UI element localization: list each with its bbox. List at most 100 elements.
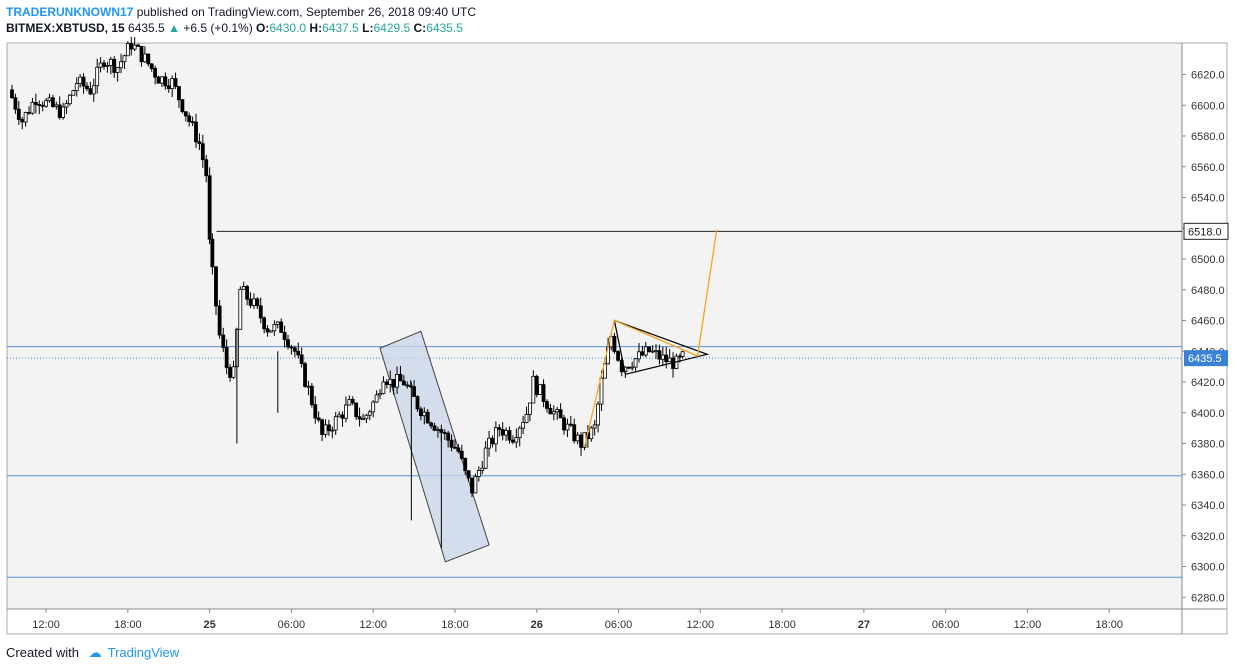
candle-body [156,76,161,84]
candle-body [146,53,151,65]
candle-body [23,112,28,123]
candle-body [333,416,338,431]
y-tick-label: 6420.0 [1191,377,1225,389]
candle-body [347,399,352,406]
candle-body [224,346,229,368]
candle-body [88,88,93,95]
published-text: published on TradingView.com, September … [136,5,477,19]
candle-body [350,399,355,404]
tradingview-brand[interactable]: TradingView [107,645,180,660]
x-tick-label: 18:00 [768,619,796,631]
candle-body [575,434,580,442]
candle-body [449,439,454,448]
candle-body [282,332,287,341]
candle-body [647,346,652,352]
candle-body [650,350,655,353]
candle-body [136,44,140,47]
candle-body [497,427,502,430]
candle-body [183,111,188,117]
y-tick-label: 6320.0 [1191,531,1225,543]
candle-body [163,76,168,87]
candle-body [415,396,420,410]
candle-body [309,385,314,406]
candle-body [173,78,178,87]
candle-body [272,324,277,332]
candle-body [210,238,215,268]
candle-body [374,394,379,403]
candle-body [592,424,597,429]
candle-body [125,43,130,57]
candle-body [364,414,369,420]
up-arrow-icon: ▲ [168,21,180,35]
candle-body [299,354,304,365]
candle-body [252,298,256,306]
high-label: H: [309,21,323,35]
candle-body [81,76,86,87]
low-value: 6429.5 [373,21,411,35]
candle-body [30,101,35,114]
candle-body [255,298,260,307]
candle-body [528,402,532,415]
candle-body [231,366,236,378]
candle-body [476,470,481,477]
x-tick-label: 12:00 [32,619,60,631]
candle-body [371,401,376,413]
x-tick-label: 06:00 [932,619,960,631]
candle-body [643,346,648,356]
candle-body [487,437,491,449]
candle-body [405,384,410,387]
candle-body [640,351,645,356]
y-tick-label: 6380.0 [1191,439,1225,451]
author-name[interactable]: TRADERUNKNOWN17 [6,5,134,19]
candle-body [493,427,498,445]
candle-body [514,437,519,443]
y-tick-label: 6480.0 [1191,285,1225,297]
candle-body [425,411,430,424]
candle-body [466,470,471,479]
y-tick-label: 6340.0 [1191,500,1225,512]
price-chart[interactable]: 6280.0 6300.0 6320.0 6340.0 6360.0 6380.0 6400… [0,0,1235,640]
candle-body [664,354,669,363]
candle-body [412,386,416,397]
y-tick-label: 6620.0 [1191,70,1225,82]
candle-body [78,76,83,84]
y-tick-label: 6560.0 [1191,162,1225,174]
high-value: 6437.5 [322,21,359,35]
candle-body [357,416,362,420]
candle-body [153,68,158,78]
candle-body [436,429,440,431]
y-tick-label: 6540.0 [1191,193,1225,205]
candle-body [258,305,263,319]
projection-path [583,229,718,447]
candle-body [395,373,399,388]
x-tick-label: 06:00 [278,619,306,631]
candle-body [531,375,536,404]
x-tick-label: 06:00 [605,619,633,631]
candle-body [47,97,52,102]
x-tick-label: 18:00 [441,619,469,631]
tradingview-logo-icon: ☁ [88,645,102,660]
candle-body [286,339,290,348]
candle-body [548,407,553,415]
candle-body [545,401,549,409]
candle-body [269,330,273,333]
footer: Created with ☁ TradingView [6,645,179,661]
candle-body [275,321,280,325]
candle-body [95,66,100,87]
open-value: 6430.0 [269,21,307,35]
x-tick-label: 18:00 [114,619,142,631]
candle-body [214,266,218,307]
resistance-price-label: 6518.0 [1188,226,1222,238]
candle-body [657,350,662,360]
candle-body [27,112,31,114]
candle-body [306,385,311,388]
candle-body [504,430,508,436]
candle-body [20,119,25,123]
candle-body [228,367,232,378]
candle-body [459,450,464,459]
candle-body [538,384,543,395]
candle-body [105,65,110,67]
candle-body [33,101,38,105]
last-price-label: 6435.5 [1188,353,1222,365]
candle-body [432,425,437,431]
